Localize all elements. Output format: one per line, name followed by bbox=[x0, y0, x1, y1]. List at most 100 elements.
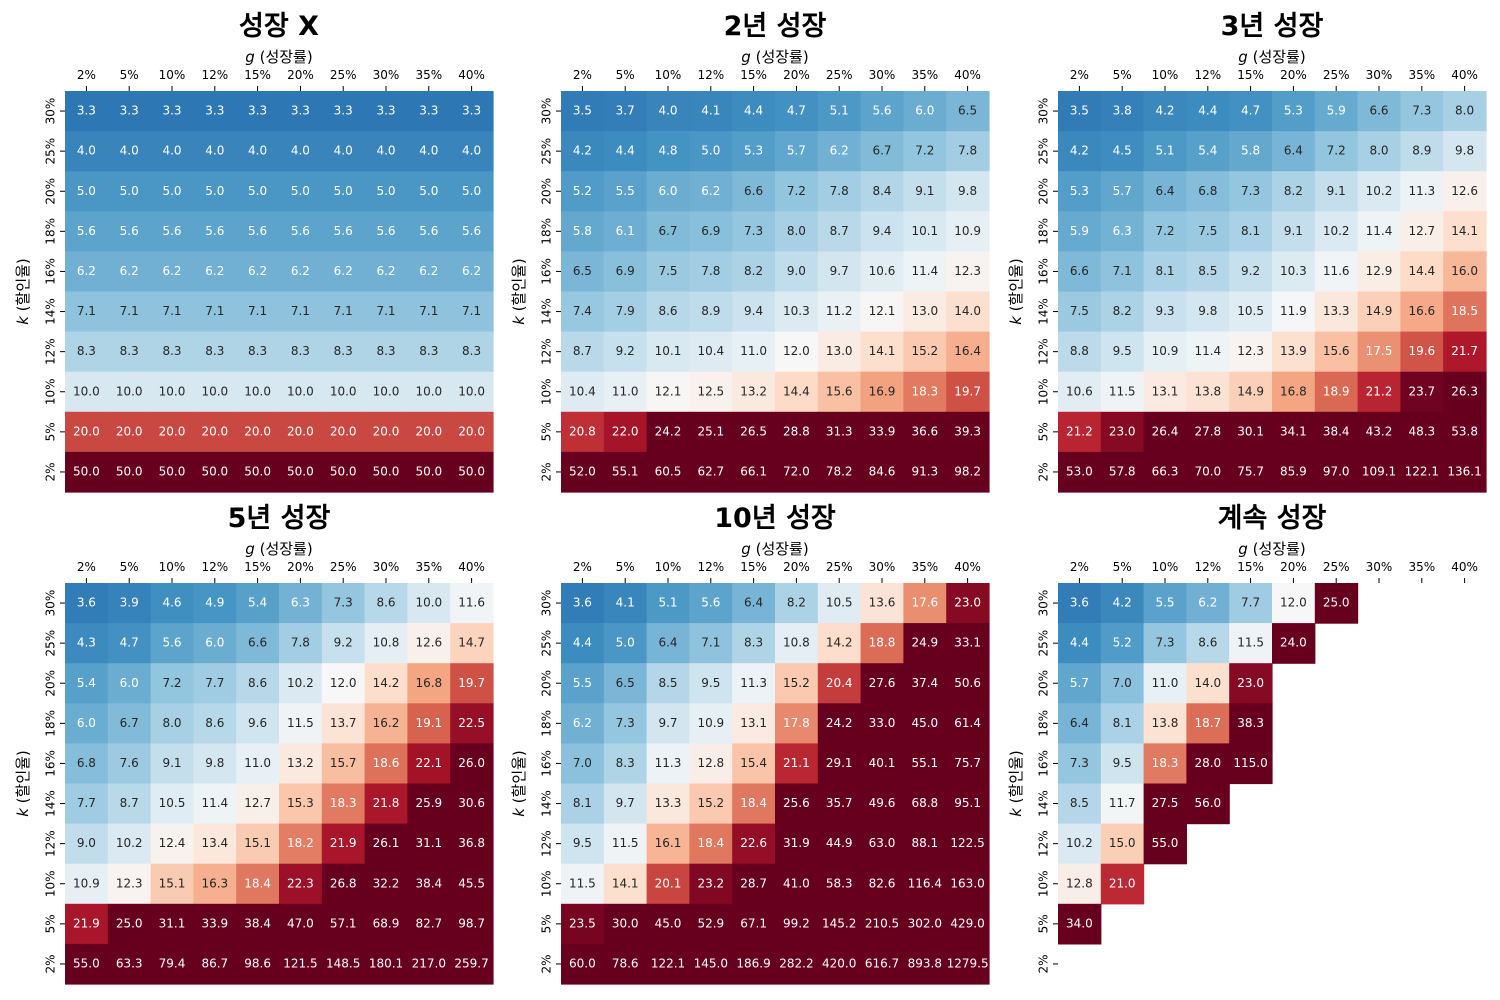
x-axis-label-text: (성장률) bbox=[751, 48, 809, 66]
heatmap-cell bbox=[775, 903, 819, 945]
cell-value-label: 11.0 bbox=[612, 384, 639, 398]
x-tick-label: 20% bbox=[287, 560, 314, 574]
heatmap-cell bbox=[903, 743, 947, 785]
x-axis-variable: g bbox=[1238, 48, 1248, 66]
heatmap-cell bbox=[279, 291, 323, 333]
y-tick-label: 30% bbox=[44, 98, 58, 125]
heatmap-cell bbox=[1229, 331, 1273, 373]
heatmap-cell bbox=[1272, 291, 1316, 333]
cell-value-label: 7.1 bbox=[120, 304, 139, 318]
cell-value-label: 28.0 bbox=[1194, 756, 1221, 770]
heatmap-cell bbox=[860, 371, 904, 413]
heatmap-cell bbox=[450, 411, 494, 453]
cell-value-label: 14.0 bbox=[1194, 676, 1221, 690]
cell-value-label: 10.8 bbox=[373, 636, 400, 650]
cell-value-label: 9.8 bbox=[205, 756, 224, 770]
heatmap-cell bbox=[1229, 91, 1273, 132]
cell-value-label: 5.0 bbox=[462, 184, 481, 198]
heatmap-cell bbox=[107, 863, 152, 905]
heatmap-cell bbox=[817, 91, 862, 132]
cell-value-label: 5.0 bbox=[162, 184, 181, 198]
cell-value-label: 7.4 bbox=[573, 304, 592, 318]
cell-value-label: 5.0 bbox=[701, 144, 720, 158]
heatmap-cell bbox=[193, 583, 237, 624]
heatmap-cell bbox=[279, 583, 323, 624]
x-tick-label: 2% bbox=[573, 560, 592, 574]
heatmap-cell bbox=[1400, 411, 1444, 453]
heatmap-cell bbox=[1229, 251, 1273, 293]
cell-value-label: 15.7 bbox=[330, 756, 357, 770]
cell-value-label: 31.1 bbox=[159, 916, 186, 930]
y-tick-label: 10% bbox=[540, 870, 554, 897]
cell-value-label: 9.7 bbox=[830, 264, 849, 278]
heatmap-cell bbox=[817, 131, 862, 172]
cell-value-label: 50.0 bbox=[287, 464, 314, 478]
cell-value-label: 6.8 bbox=[77, 756, 96, 770]
cell-value-label: 13.8 bbox=[1152, 716, 1179, 730]
cell-value-label: 5.0 bbox=[291, 184, 310, 198]
heatmap-cell bbox=[603, 451, 648, 493]
y-tick-label: 5% bbox=[1037, 422, 1051, 441]
cell-value-label: 25.0 bbox=[1323, 596, 1350, 610]
heatmap-cell bbox=[407, 823, 451, 865]
heatmap-cell bbox=[860, 583, 904, 624]
cell-value-label: 186.9 bbox=[736, 956, 770, 970]
heatmap-cell bbox=[150, 131, 194, 172]
cell-value-label: 45.5 bbox=[458, 876, 485, 890]
heatmap-cell bbox=[150, 251, 194, 293]
heatmap-cell bbox=[1229, 411, 1273, 453]
cell-value-label: 10.0 bbox=[159, 384, 186, 398]
cell-value-label: 6.2 bbox=[419, 264, 438, 278]
heatmap-cell bbox=[407, 211, 451, 252]
cell-value-label: 115.0 bbox=[1233, 756, 1267, 770]
heatmap-cell bbox=[946, 783, 990, 825]
heatmap-cell bbox=[65, 703, 109, 744]
cell-value-label: 19.1 bbox=[415, 716, 442, 730]
cell-value-label: 5.3 bbox=[744, 144, 763, 158]
heatmap-cell bbox=[561, 171, 605, 212]
cell-value-label: 6.3 bbox=[1113, 224, 1132, 238]
cell-value-label: 7.6 bbox=[120, 756, 139, 770]
heatmap-cell bbox=[107, 371, 152, 413]
heatmap-cell bbox=[107, 91, 152, 132]
cell-value-label: 7.2 bbox=[1327, 144, 1346, 158]
cell-value-label: 3.5 bbox=[573, 104, 592, 118]
cell-value-label: 75.7 bbox=[1237, 464, 1264, 478]
x-tick-label: 15% bbox=[244, 68, 271, 82]
y-tick-label: 10% bbox=[1037, 870, 1051, 897]
y-tick-label: 2% bbox=[1037, 954, 1051, 973]
cell-value-label: 20.0 bbox=[458, 424, 485, 438]
cell-value-label: 13.6 bbox=[869, 596, 896, 610]
cell-value-label: 10.3 bbox=[783, 304, 810, 318]
cell-value-label: 4.4 bbox=[1198, 104, 1217, 118]
cell-value-label: 10.5 bbox=[159, 796, 186, 810]
cell-value-label: 259.7 bbox=[454, 956, 488, 970]
cell-value-label: 9.1 bbox=[1284, 224, 1303, 238]
heatmap-cell bbox=[236, 783, 280, 825]
cell-value-label: 3.3 bbox=[376, 104, 395, 118]
cell-value-label: 7.3 bbox=[1241, 184, 1260, 198]
heatmap-cell bbox=[1100, 451, 1145, 493]
heatmap-cell bbox=[407, 863, 451, 905]
cell-value-label: 50.0 bbox=[330, 464, 357, 478]
heatmap-cell bbox=[860, 783, 904, 825]
heatmap-cell bbox=[946, 583, 990, 624]
cell-value-label: 8.6 bbox=[376, 596, 395, 610]
x-tick-label: 20% bbox=[1280, 68, 1307, 82]
heatmap-cell bbox=[407, 783, 451, 825]
heatmap-cell bbox=[450, 783, 494, 825]
heatmap-cell bbox=[689, 623, 733, 664]
cell-value-label: 12.5 bbox=[697, 384, 724, 398]
cell-value-label: 4.4 bbox=[573, 636, 592, 650]
cell-value-label: 45.0 bbox=[655, 916, 682, 930]
cell-value-label: 23.2 bbox=[697, 876, 724, 890]
heatmap-cell bbox=[364, 823, 408, 865]
heatmap-cell bbox=[1443, 211, 1487, 252]
cell-value-label: 21.1 bbox=[783, 756, 810, 770]
x-tick-label: 30% bbox=[1366, 68, 1393, 82]
heatmap-cell bbox=[817, 663, 862, 704]
heatmap-cell bbox=[646, 171, 690, 212]
cell-value-label: 8.7 bbox=[573, 344, 592, 358]
heatmap-cell bbox=[1229, 703, 1273, 744]
y-axis-label: k (할인율) bbox=[1007, 750, 1025, 817]
